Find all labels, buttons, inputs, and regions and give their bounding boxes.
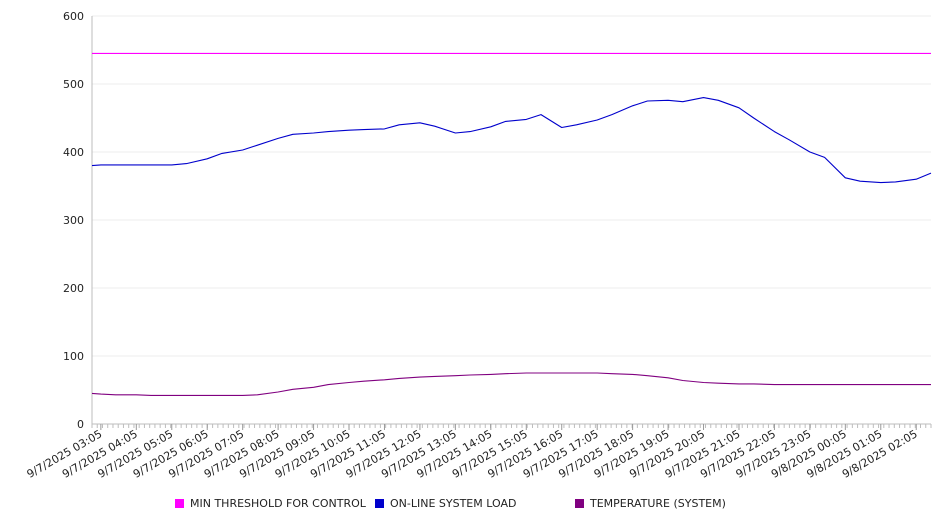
- legend-item-temperature: TEMPERATURE (SYSTEM): [575, 497, 726, 510]
- y-tick-label-4: 400: [63, 146, 84, 159]
- legend-label-system-load: ON-LINE SYSTEM LOAD: [390, 497, 517, 510]
- series-line-temperature-system: [91, 372, 931, 396]
- y-tick-label-1: 100: [63, 350, 84, 363]
- x-axis-ticks: 9/7/2025 03:059/7/2025 04:059/7/2025 05:…: [25, 424, 920, 481]
- gridlines: [92, 15, 931, 357]
- legend-label-min-threshold: MIN THRESHOLD FOR CONTROL: [190, 497, 366, 510]
- legend-swatch-system-load: [375, 499, 384, 508]
- y-tick-label-0: 0: [77, 418, 84, 431]
- y-tick-label-2: 200: [63, 282, 84, 295]
- y-tick-label-6: 600: [63, 10, 84, 23]
- axes: [91, 16, 932, 428]
- legend: MIN THRESHOLD FOR CONTROL ON-LINE SYSTEM…: [0, 497, 946, 515]
- legend-swatch-min-threshold: [175, 499, 184, 508]
- y-tick-label-3: 300: [63, 214, 84, 227]
- legend-item-min-threshold: MIN THRESHOLD FOR CONTROL: [175, 497, 366, 510]
- legend-item-system-load: ON-LINE SYSTEM LOAD: [375, 497, 516, 510]
- y-axis-ticks: 0 100 200 300 400 500 600: [63, 10, 84, 431]
- series-lines: [91, 52, 932, 396]
- series-line-on-line-system-load: [91, 97, 932, 184]
- legend-label-temperature: TEMPERATURE (SYSTEM): [590, 497, 726, 510]
- legend-swatch-temperature: [575, 499, 584, 508]
- y-tick-label-5: 500: [63, 78, 84, 91]
